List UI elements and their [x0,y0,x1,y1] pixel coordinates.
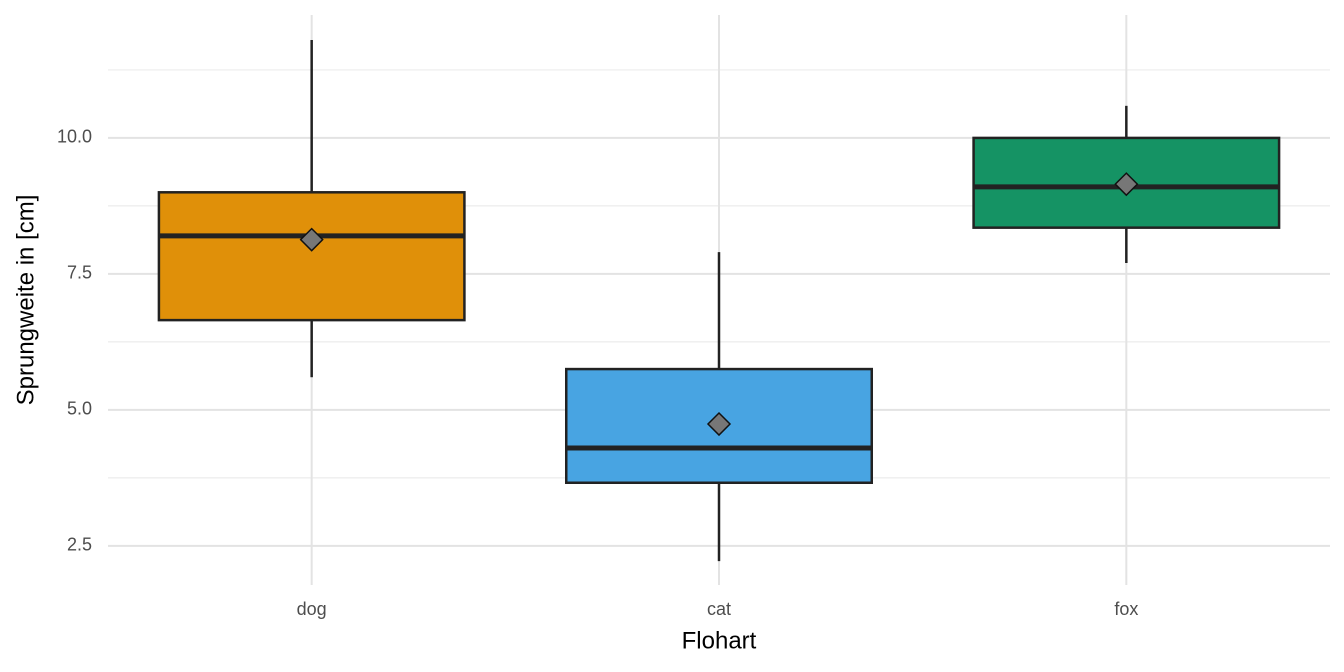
box [157,191,466,322]
x-axis-title: Flohart [682,627,757,654]
y-tick-label: 5.0 [67,399,92,419]
mean-marker [299,227,324,252]
y-axis-title: Sprungweite in [cm] [12,195,39,406]
y-tick-label: 2.5 [67,535,92,555]
mean-marker [706,411,732,437]
x-tick-label: dog [297,599,327,619]
y-tick-label: 10.0 [57,127,92,147]
x-tick-label: fox [1114,599,1138,619]
x-tick-label: cat [707,599,731,619]
y-tick-label: 7.5 [67,263,92,283]
mean-marker [1114,172,1139,197]
